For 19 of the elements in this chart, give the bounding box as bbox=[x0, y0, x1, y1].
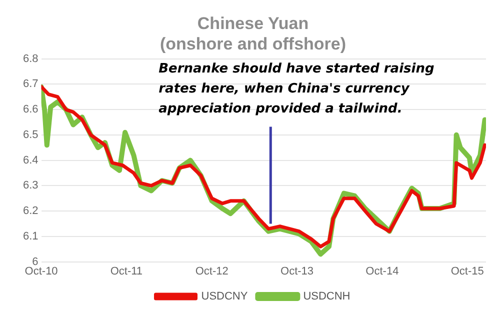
y-tick-label: 6.5 bbox=[22, 128, 38, 141]
y-tick-label: 6.2 bbox=[22, 205, 38, 218]
x-tick-label: Oct-14 bbox=[366, 265, 399, 278]
chart-title: Chinese Yuan (onshore and offshore) bbox=[160, 14, 346, 54]
y-tick-label: 6.4 bbox=[22, 154, 38, 166]
x-tick-label: Oct-15 bbox=[450, 265, 484, 278]
y-tick-label: 6.3 bbox=[22, 180, 38, 192]
y-tick-label: 6.7 bbox=[22, 78, 38, 90]
y-tick-label: 6.1 bbox=[22, 230, 38, 242]
y-tick-label: 6.8 bbox=[22, 52, 38, 65]
x-tick-label: Oct-10 bbox=[24, 265, 58, 278]
x-tick-label: Oct-11 bbox=[110, 265, 143, 278]
legend-label: USDCNY bbox=[201, 290, 248, 303]
legend-label: USDCNH bbox=[303, 290, 350, 303]
y-tick-label: 6.6 bbox=[22, 104, 38, 116]
x-tick-label: Oct-13 bbox=[280, 265, 314, 278]
y-tick-label: 6 bbox=[32, 256, 38, 268]
annotation: Bernanke should have started raising rates here, when China's currency appreciation provided a tailwind. bbox=[158, 62, 434, 117]
x-tick-label: Oct-12 bbox=[195, 265, 228, 278]
